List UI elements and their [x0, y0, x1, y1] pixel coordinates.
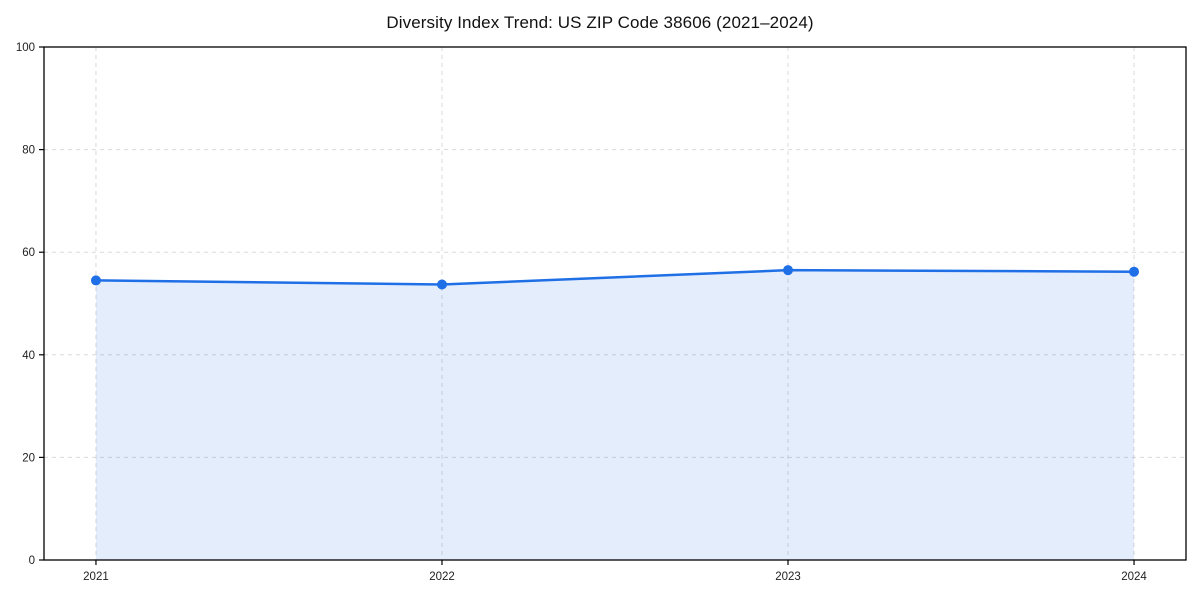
- data-point-2024: [1129, 266, 1140, 277]
- x-tick-label: 2022: [429, 571, 455, 583]
- y-tick-label: 80: [22, 145, 35, 157]
- chart-title: Diversity Index Trend: US ZIP Code 38606…: [386, 13, 814, 32]
- area-fill: [95, 270, 1135, 560]
- y-tick-label: 100: [16, 42, 35, 54]
- data-point-2021: [90, 275, 101, 286]
- x-tick-label: 2021: [83, 571, 109, 583]
- x-tick-label: 2024: [1121, 571, 1147, 583]
- y-tick-label: 20: [22, 452, 35, 464]
- y-axis: 0 20 40 60 80 100: [16, 42, 44, 567]
- data-point-2023: [783, 265, 794, 276]
- data-points: [90, 265, 1140, 290]
- plot-box: [43, 46, 1187, 561]
- y-tick-label: 40: [22, 350, 35, 362]
- x-axis: 2021 2022 2023 2024: [83, 560, 1147, 583]
- y-tick-label: 0: [29, 555, 35, 567]
- data-point-2022: [436, 279, 447, 290]
- y-tick-label: 60: [22, 247, 35, 259]
- x-tick-label: 2023: [775, 571, 801, 583]
- trend-line: [94, 268, 1136, 286]
- gridlines: [44, 47, 1186, 560]
